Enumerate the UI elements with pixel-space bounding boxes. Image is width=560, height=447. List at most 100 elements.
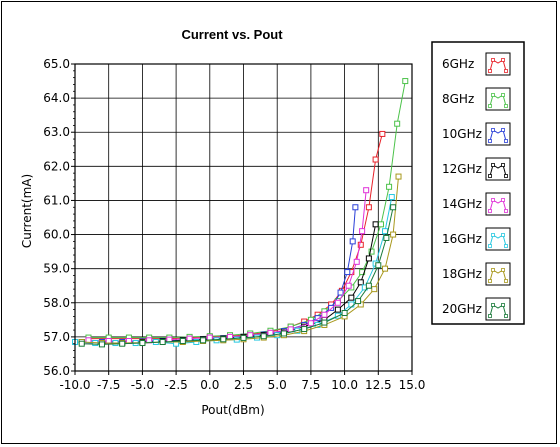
data-point: [383, 234, 390, 241]
y-tick-label: 65.0: [43, 57, 70, 71]
data-point: [220, 336, 227, 343]
legend-label: 8GHz: [442, 92, 474, 106]
data-point: [357, 279, 364, 286]
data-point: [240, 334, 247, 341]
legend-swatch-marker: [504, 69, 508, 73]
data-point: [390, 204, 397, 211]
x-tick-label: -7.5: [97, 378, 120, 392]
data-point: [280, 330, 287, 337]
legend-swatch-marker: [501, 93, 505, 97]
y-tick-label: 61.0: [43, 193, 70, 207]
legend-swatch-marker: [504, 104, 508, 108]
legend-swatch-line: [489, 94, 507, 107]
legend-swatch-marker: [491, 303, 495, 307]
legend: 6GHz 8GHz 10GHz 12GHz 14GHz 16GHz 18GHz 20GHz: [431, 41, 525, 325]
data-point: [344, 269, 351, 276]
legend-swatch-marker: [488, 209, 492, 213]
series-group: [72, 78, 409, 348]
legend-swatch-marker: [501, 268, 505, 272]
legend-swatch-marker: [488, 174, 492, 178]
y-tick-label: 57.0: [43, 330, 70, 344]
data-point: [394, 120, 401, 127]
y-tick-label: 59.0: [43, 262, 70, 276]
data-point: [375, 262, 382, 269]
data-point: [139, 340, 146, 347]
legend-swatch-marker: [504, 314, 508, 318]
data-point: [260, 333, 267, 340]
legend-swatch-line: [489, 304, 507, 317]
legend-swatch: [485, 262, 511, 286]
legend-swatch-marker: [501, 303, 505, 307]
data-point: [386, 183, 393, 190]
data-point: [341, 310, 348, 317]
legend-swatch-marker: [488, 279, 492, 283]
data-point: [321, 311, 328, 318]
data-point: [337, 289, 344, 296]
series-14GHz: [85, 187, 370, 344]
data-point: [179, 337, 186, 344]
data-point: [372, 221, 379, 228]
y-tick-label: 58.0: [43, 296, 70, 310]
x-tick-label: -2.5: [164, 378, 187, 392]
legend-swatch-marker: [491, 268, 495, 272]
data-point: [206, 334, 213, 341]
data-point: [402, 78, 409, 85]
legend-label: 6GHz: [442, 57, 474, 71]
y-tick-label: 63.0: [43, 125, 70, 139]
data-point: [301, 326, 308, 333]
y-tick-label: 56.0: [43, 364, 70, 378]
x-tick-label: 10.0: [331, 378, 358, 392]
data-point: [365, 255, 372, 262]
data-point: [328, 304, 335, 311]
data-point: [307, 320, 314, 327]
data-point: [159, 339, 166, 346]
data-point: [379, 130, 386, 137]
axes: -10.0 -7.5 -5.0 -2.5 0.0 2.5 5.0 7.5 10.0 12.5 15.…: [43, 57, 425, 392]
legend-swatch: [485, 52, 511, 76]
data-point: [382, 265, 389, 272]
legend-swatch-marker: [491, 198, 495, 202]
data-point: [334, 306, 341, 313]
y-tick-label: 60.0: [43, 228, 70, 242]
legend-label: 20GHz: [442, 302, 482, 316]
legend-swatch-line: [489, 234, 507, 247]
y-axis-label: Current(mA): [20, 174, 34, 248]
series-20GHz: [78, 204, 397, 348]
legend-label: 16GHz: [442, 232, 482, 246]
legend-swatch-line: [489, 164, 507, 177]
chart-title: Current vs. Pout: [181, 27, 283, 42]
legend-label: 14GHz: [442, 197, 482, 211]
x-tick-label: 2.5: [234, 378, 253, 392]
data-point: [321, 319, 328, 326]
data-point: [334, 299, 341, 306]
x-tick-label: 12.5: [365, 378, 392, 392]
legend-swatch-line: [489, 199, 507, 212]
y-tick-label: 62.0: [43, 159, 70, 173]
data-point: [388, 194, 395, 201]
data-point: [390, 231, 397, 238]
legend-swatch-marker: [501, 58, 505, 62]
legend-swatch-marker: [491, 163, 495, 167]
legend-swatch: [485, 192, 511, 216]
data-point: [382, 228, 389, 235]
legend-swatch: [485, 87, 511, 111]
legend-swatch-marker: [488, 139, 492, 143]
y-tick-label: 64.0: [43, 91, 70, 105]
x-axis-label: Pout(dBm): [201, 403, 264, 417]
data-point: [353, 258, 360, 265]
legend-swatch-marker: [491, 233, 495, 237]
legend-swatch-marker: [501, 128, 505, 132]
x-tick-label: -5.0: [131, 378, 154, 392]
legend-swatch-line: [489, 269, 507, 282]
legend-swatch-marker: [488, 314, 492, 318]
data-point: [365, 282, 372, 289]
data-point: [274, 332, 281, 339]
legend-label: 10GHz: [442, 127, 482, 141]
data-point: [348, 301, 355, 308]
legend-swatch-marker: [504, 279, 508, 283]
legend-swatch: [485, 122, 511, 146]
plot-border: [74, 63, 413, 372]
legend-swatch: [485, 227, 511, 251]
